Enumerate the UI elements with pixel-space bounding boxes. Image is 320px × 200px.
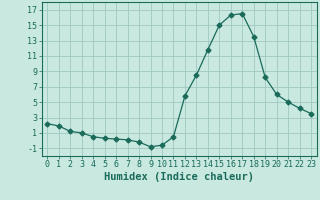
X-axis label: Humidex (Indice chaleur): Humidex (Indice chaleur) — [104, 172, 254, 182]
